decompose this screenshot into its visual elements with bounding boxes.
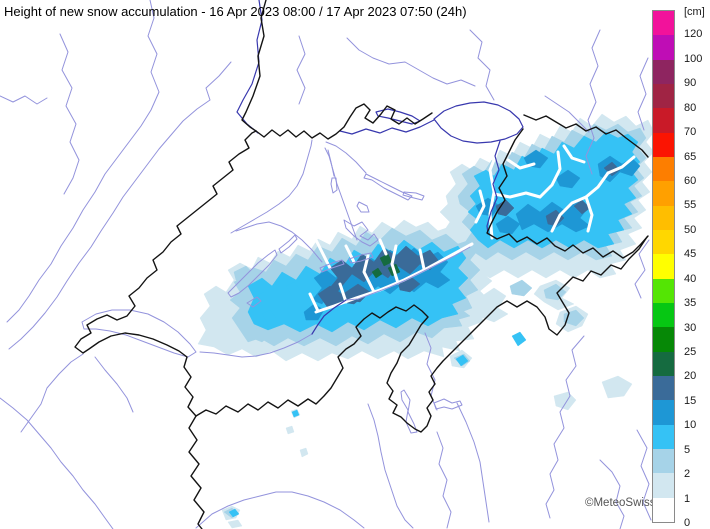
valley-channels <box>308 144 636 314</box>
snow-15-20cm <box>317 161 621 309</box>
lakes <box>81 173 463 434</box>
country-borders <box>74 0 649 529</box>
rivers-major <box>236 0 524 335</box>
rivers-minor <box>0 0 652 529</box>
map-title: Height of new snow accumulation - 16 Apr… <box>4 4 467 19</box>
meteoswiss-attribution: ©MeteoSwiss <box>585 497 656 509</box>
